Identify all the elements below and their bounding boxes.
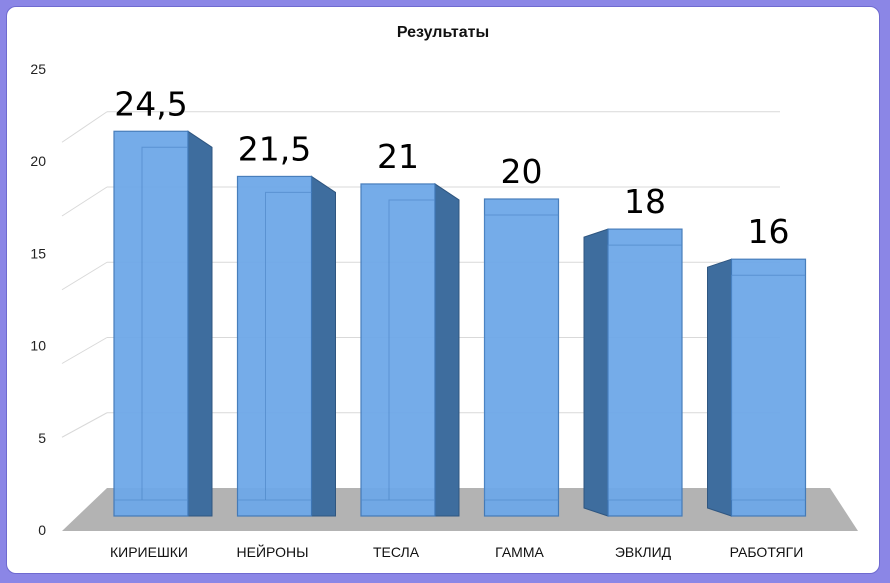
data-labels: 24,5 21,5 21 20 18 16 (114, 84, 789, 251)
y-tick-label: 20 (30, 153, 46, 169)
data-label: 18 (624, 182, 666, 221)
x-tick-label: НЕЙРОНЫ (237, 543, 309, 560)
bar-side-face (707, 258, 732, 517)
bar-inner-edge (731, 274, 806, 500)
gridline-side (61, 261, 108, 291)
bar-side-face (187, 130, 213, 517)
x-tick-label: РАБОТЯГИ (730, 544, 804, 560)
bar-inner-edge (484, 214, 559, 500)
bar (583, 228, 683, 517)
bar-front-face (236, 175, 313, 517)
bar (113, 130, 213, 517)
gridline-side (61, 412, 108, 438)
bar-front-face (113, 130, 189, 517)
data-label: 16 (748, 212, 790, 251)
y-tick-label: 25 (30, 61, 46, 77)
bar-front-face (730, 258, 807, 517)
bar-front-face (360, 183, 436, 517)
bar (360, 183, 460, 517)
bar-side-face (434, 183, 460, 517)
bar-inner-edge (141, 146, 188, 500)
y-tick-label: 5 (38, 430, 46, 446)
x-axis-ticks: КИРИЕШКИ НЕЙРОНЫ ТЕСЛА ГАММА ЭВКЛИД РАБОТЯГИ (110, 543, 803, 560)
bar-inner-edge (607, 244, 682, 500)
gridline-side (61, 337, 108, 364)
gridline-side (61, 186, 108, 217)
data-label: 21,5 (238, 129, 311, 168)
y-tick-label: 10 (30, 338, 46, 354)
data-label: 20 (501, 152, 543, 191)
y-axis-ticks: 0 5 10 15 20 25 (30, 61, 46, 538)
y-tick-label: 15 (30, 245, 46, 261)
x-tick-label: ГАММА (495, 544, 544, 560)
bars (113, 130, 807, 517)
bar (707, 258, 807, 517)
bar-side-face (311, 175, 336, 517)
bar-inner-edge (388, 199, 435, 500)
chart-title: Результаты (397, 24, 489, 41)
gridline-side (61, 111, 108, 143)
bar-front-face (483, 198, 560, 517)
data-label: 24,5 (114, 84, 187, 123)
bar-front-face (607, 228, 683, 517)
x-tick-label: ЭВКЛИД (615, 544, 672, 560)
x-tick-label: КИРИЕШКИ (110, 544, 188, 560)
bar (483, 198, 560, 517)
x-tick-label: ТЕСЛА (373, 544, 420, 560)
bar (236, 175, 336, 517)
y-tick-label: 0 (38, 522, 46, 538)
bar-inner-edge (265, 191, 312, 500)
bar-side-face (583, 228, 609, 517)
data-label: 21 (377, 137, 419, 176)
